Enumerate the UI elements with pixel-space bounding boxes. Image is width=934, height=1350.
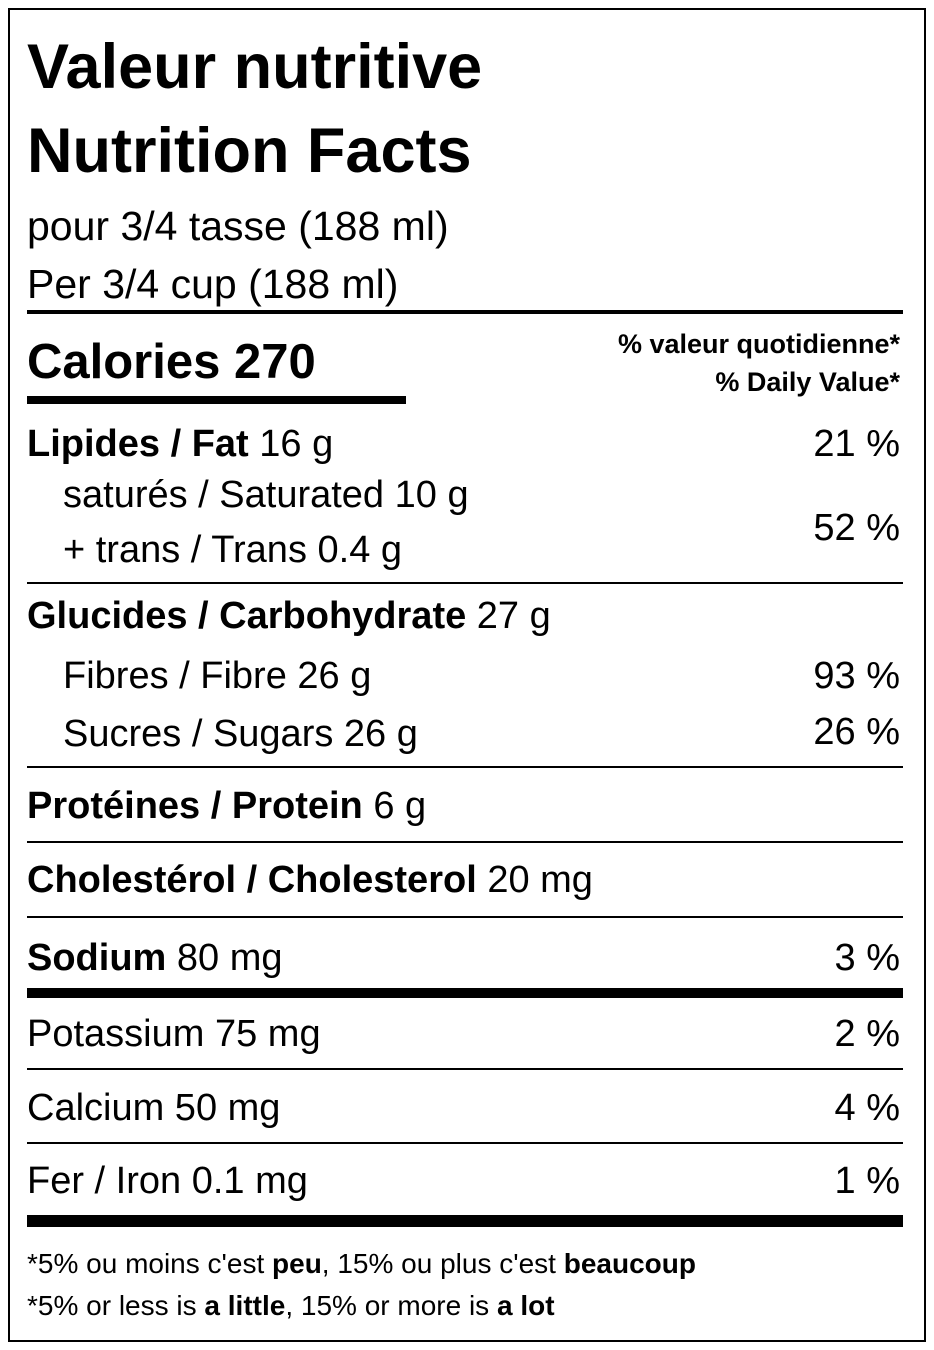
footnote-en: *5% or less is a little, 15% or more is …	[27, 1290, 555, 1321]
daily-value: 1 %	[835, 1160, 900, 1202]
fat-row: Lipides / Fat 16 g	[27, 423, 333, 465]
trans: + trans / Trans 0.4 g	[63, 529, 402, 571]
thick-rule	[27, 1215, 903, 1227]
daily-value: 2 %	[835, 1013, 900, 1055]
rule	[27, 1142, 903, 1144]
daily-value: 3 %	[835, 937, 900, 979]
nutrient-amount: 20 mg	[487, 859, 593, 901]
title-en: Nutrition Facts	[27, 116, 472, 186]
rule	[27, 916, 903, 918]
sugars: Sucres / Sugars 26 g	[63, 713, 418, 755]
nutrient-name: Lipides / Fat	[27, 423, 249, 465]
cholesterol-row: Cholestérol / Cholesterol 20 mg	[27, 859, 593, 901]
saturated: saturés / Saturated 10 g	[63, 474, 469, 516]
nutrient-name: Protéines / Protein	[27, 785, 363, 827]
daily-value: 93 %	[813, 655, 900, 697]
serving-fr: pour 3/4 tasse (188 ml)	[27, 203, 449, 249]
footnote-bold: beaucoup	[564, 1248, 696, 1279]
nutrient-name: Sodium	[27, 937, 166, 979]
thick-rule	[27, 988, 903, 998]
footnote-bold: a little	[204, 1290, 285, 1321]
dv-header-fr: % valeur quotidienne*	[618, 329, 901, 359]
serving-en: Per 3/4 cup (188 ml)	[27, 261, 398, 307]
nutrient-amount: 6 g	[373, 785, 426, 827]
sodium-row: Sodium 80 mg	[27, 937, 283, 979]
footnote-text: *5% ou moins c'est	[27, 1248, 264, 1279]
calcium: Calcium 50 mg	[27, 1087, 280, 1129]
footnote-text: *5% or less is	[27, 1290, 197, 1321]
rule	[27, 1068, 903, 1070]
iron: Fer / Iron 0.1 mg	[27, 1160, 308, 1202]
calories: Calories 270	[27, 335, 316, 389]
nutrient-amount: 80 mg	[177, 937, 283, 979]
daily-value: 26 %	[813, 711, 900, 753]
calories-bar	[27, 396, 406, 404]
rule	[27, 841, 903, 843]
title-fr: Valeur nutritive	[27, 32, 482, 102]
rule	[27, 766, 903, 768]
footnote-bold: a lot	[497, 1290, 555, 1321]
rule	[27, 582, 903, 584]
fibre: Fibres / Fibre 26 g	[63, 655, 371, 697]
rule	[27, 310, 903, 314]
nutrient-name: Glucides / Carbohydrate	[27, 595, 466, 637]
dv-header-en: % Daily Value*	[715, 367, 900, 397]
footnote-bold: peu	[272, 1248, 322, 1279]
protein-row: Protéines / Protein 6 g	[27, 785, 426, 827]
potassium: Potassium 75 mg	[27, 1013, 321, 1055]
nutrient-name: Cholestérol / Cholesterol	[27, 859, 477, 901]
daily-value: 4 %	[835, 1087, 900, 1129]
footnote-fr: *5% ou moins c'est peu, 15% ou plus c'es…	[27, 1248, 696, 1279]
carb-row: Glucides / Carbohydrate 27 g	[27, 595, 551, 637]
daily-value: 52 %	[813, 507, 900, 549]
footnote-text: , 15% ou plus c'est	[322, 1248, 556, 1279]
nutrient-amount: 27 g	[477, 595, 551, 637]
daily-value: 21 %	[813, 423, 900, 465]
footnote-text: , 15% or more is	[285, 1290, 489, 1321]
nutrient-amount: 16 g	[259, 423, 333, 465]
label-border	[8, 8, 926, 1342]
